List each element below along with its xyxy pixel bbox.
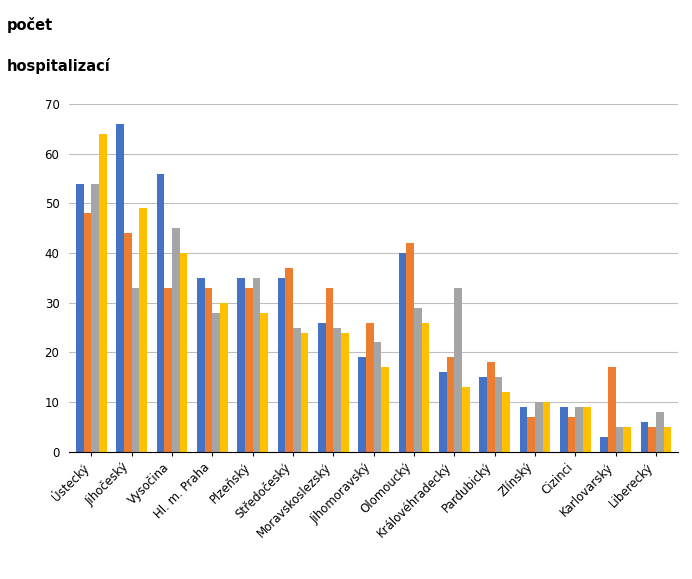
Bar [487,362,495,452]
Bar [374,342,381,452]
Bar [560,407,567,452]
Bar [406,243,414,452]
Bar [245,288,253,452]
Bar [446,357,455,452]
Bar [156,174,165,452]
Bar [462,387,470,452]
Bar [366,323,374,452]
Bar [220,303,228,452]
Bar [212,313,220,452]
Bar [139,208,147,452]
Bar [535,402,543,452]
Bar [205,288,212,452]
Bar [439,372,446,452]
Bar [116,124,124,452]
Bar [421,323,429,452]
Bar [165,288,172,452]
Bar [301,332,309,452]
Bar [124,233,131,452]
Bar [480,377,487,452]
Bar [237,278,245,452]
Bar [91,184,99,452]
Bar [527,417,535,452]
Bar [567,417,575,452]
Bar [358,357,366,452]
Text: počet: počet [7,17,53,34]
Bar [99,134,107,452]
Bar [648,427,656,452]
Bar [543,402,550,452]
Bar [502,392,510,452]
Bar [641,422,648,452]
Bar [664,427,671,452]
Bar [253,278,260,452]
Bar [172,228,180,452]
Bar [285,268,293,452]
Bar [260,313,268,452]
Bar [334,328,341,452]
Bar [341,332,349,452]
Bar [583,407,591,452]
Bar [601,437,608,452]
Bar [180,253,188,452]
Bar [84,214,91,452]
Bar [608,367,616,452]
Bar [197,278,205,452]
Bar [455,288,462,452]
Bar [414,307,421,452]
Bar [381,367,389,452]
Bar [656,412,664,452]
Bar [76,184,84,452]
Bar [520,407,527,452]
Bar [293,328,301,452]
Bar [399,253,406,452]
Text: hospitalizací: hospitalizací [7,58,111,74]
Bar [623,427,631,452]
Bar [277,278,285,452]
Bar [326,288,334,452]
Bar [495,377,502,452]
Bar [616,427,623,452]
Bar [318,323,326,452]
Bar [131,288,139,452]
Bar [575,407,583,452]
